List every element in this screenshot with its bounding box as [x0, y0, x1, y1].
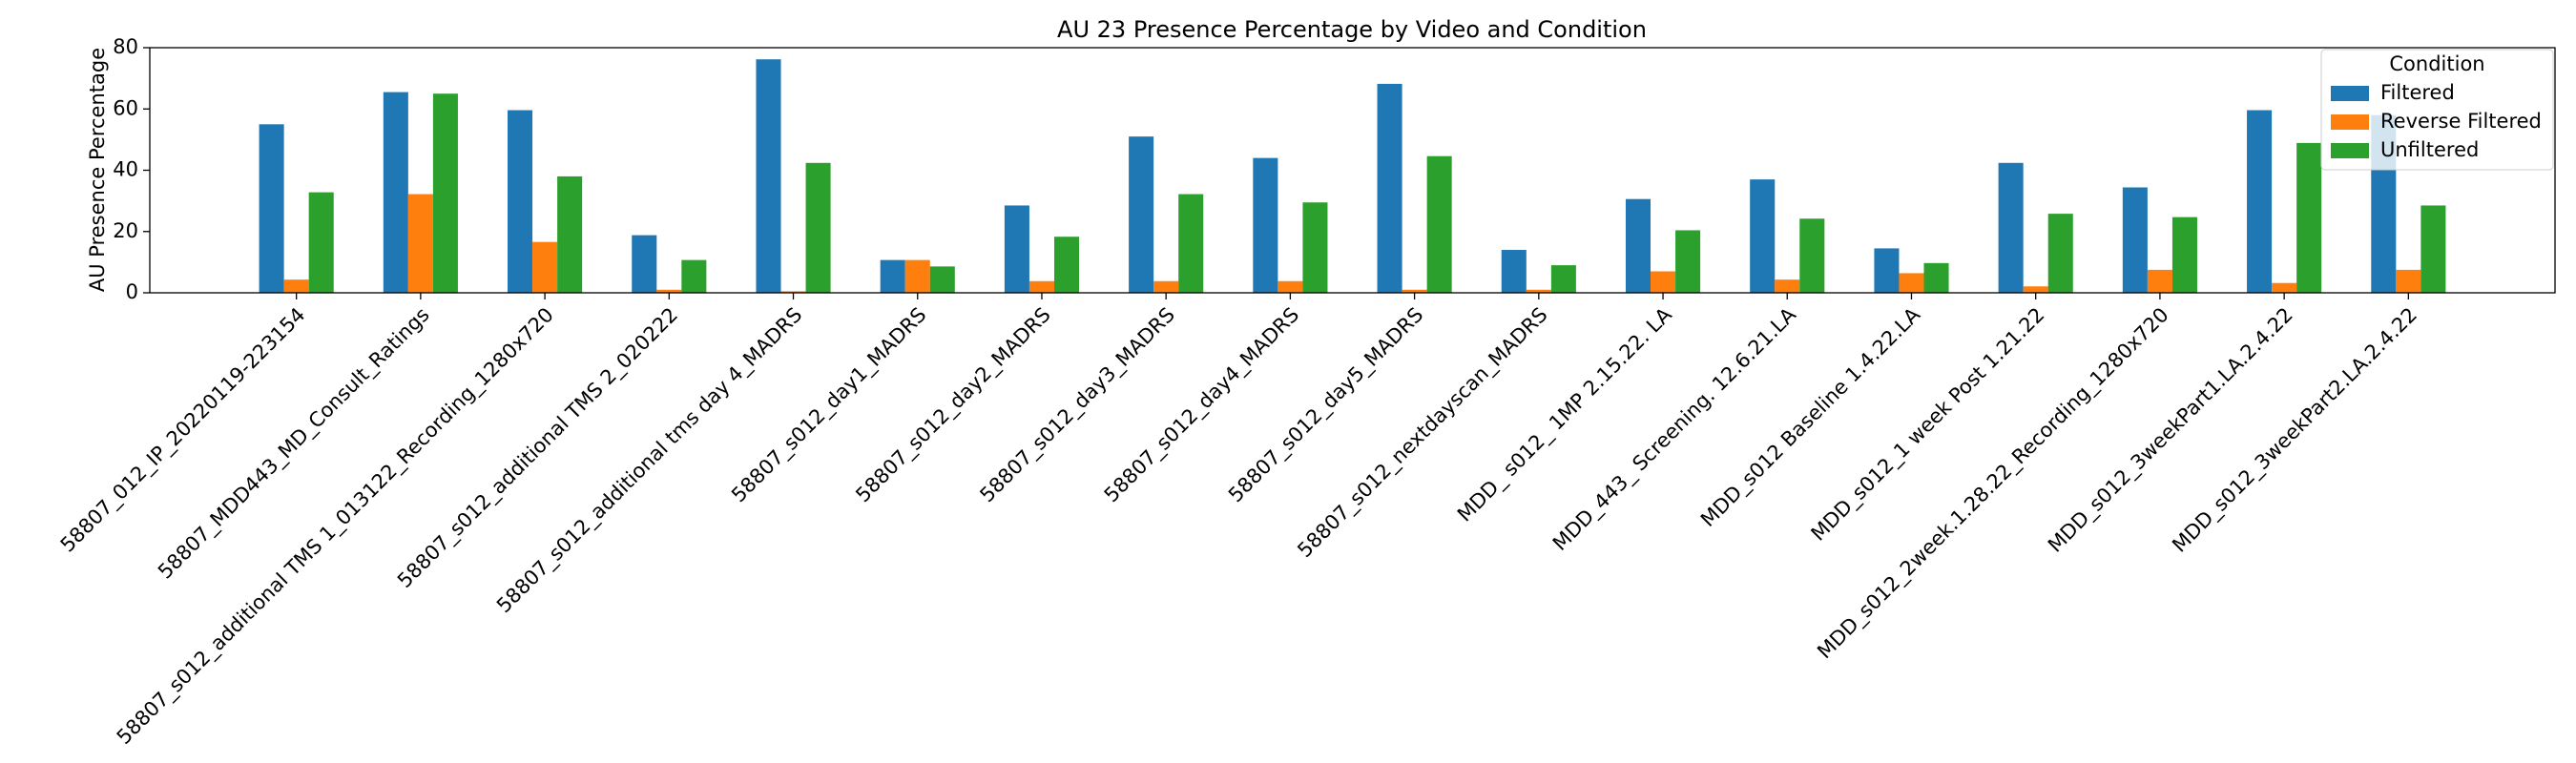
bar: [1550, 265, 1576, 293]
bar: [1302, 202, 1328, 293]
x-tick-label: MDD_ s012_ 1MP 2.15.22. LA: [1453, 302, 1677, 526]
bar: [308, 192, 334, 293]
bar: [1053, 237, 1080, 293]
bar: [1028, 280, 1054, 293]
x-tick-label: 58807_012_IP_20220119-223154: [56, 303, 310, 557]
bar: [1526, 289, 1551, 293]
bar: [2171, 217, 2197, 293]
legend-swatch: [2331, 114, 2369, 130]
bar: [1923, 262, 1949, 293]
legend-swatch: [2331, 86, 2369, 101]
bar: [1651, 271, 1676, 293]
legend-box: [2320, 49, 2554, 171]
bar: [1501, 250, 1527, 293]
bar: [508, 110, 533, 293]
bar: [1253, 157, 1278, 293]
bar: [2122, 187, 2148, 293]
bar: [780, 291, 806, 293]
x-tick-label: MDD_s012 Baseline 1.4.22.LA: [1696, 302, 1925, 531]
bar: [1675, 230, 1701, 293]
bar: [681, 259, 707, 293]
bar: [2296, 142, 2322, 293]
y-axis-label: AU Presence Percentage: [86, 48, 109, 292]
bar: [880, 259, 905, 293]
x-tick-label: 58807_s012_day4_MADRS: [1100, 303, 1304, 507]
x-tick-label: 58807_s012_day2_MADRS: [851, 303, 1055, 507]
bar: [1278, 280, 1303, 293]
bar: [557, 175, 583, 293]
y-tick-label: 40: [113, 158, 138, 181]
bar: [1129, 136, 1154, 293]
x-tick-label: MDD_443_ Screening. 12.6.21.LA: [1548, 302, 1801, 555]
bar: [1426, 155, 1452, 293]
x-tick-label: 58807_s012_nextdayscan_MADRS: [1293, 303, 1552, 563]
bar: [407, 194, 433, 293]
x-tick-label: MDD_s012_3weekPart2.LA.2.4.22: [2168, 303, 2422, 558]
bar: [532, 241, 558, 293]
bar: [1998, 162, 2024, 293]
bar: [259, 124, 284, 293]
x-tick-label: MDD_s012_3weekPart1.LA.2.4.22: [2044, 303, 2298, 558]
bar: [1153, 280, 1179, 293]
legend-label: Reverse Filtered: [2380, 110, 2542, 133]
y-tick-label: 60: [113, 96, 138, 119]
bar: [2247, 110, 2273, 293]
x-tick-label: 58807_s012_additional TMS 2_020222: [393, 303, 683, 593]
bar: [432, 93, 458, 293]
bar: [2147, 269, 2172, 293]
x-tick-label: 58807_s012_additional TMS 1_013122_Recor…: [113, 303, 559, 750]
legend-label: Filtered: [2380, 81, 2455, 104]
bar: [1874, 248, 1900, 293]
y-tick-label: 0: [126, 280, 138, 303]
bar: [1750, 179, 1776, 293]
bar: [2047, 214, 2073, 293]
chart-title: AU 23 Presence Percentage by Video and C…: [1057, 16, 1647, 43]
bar: [656, 289, 682, 293]
bar: [1377, 83, 1402, 293]
bar: [1775, 279, 1800, 293]
x-tick-label: 58807_s012_day3_MADRS: [975, 303, 1179, 507]
bar: [632, 235, 657, 293]
bar: [2272, 282, 2297, 293]
bar: [2023, 286, 2048, 293]
x-tick-label: 58807_s012_day5_MADRS: [1224, 303, 1428, 507]
legend-swatch: [2331, 143, 2369, 158]
legend-title: Condition: [2389, 52, 2484, 75]
x-tick-label: 58807_s012_day1_MADRS: [727, 303, 931, 507]
x-tick-label: 58807_MDD443_MD_Consult_Ratings: [154, 303, 434, 584]
bar: [1402, 289, 1427, 293]
bar: [904, 259, 930, 293]
bar: [2396, 269, 2421, 293]
bar: [1625, 198, 1652, 293]
bar: [383, 92, 408, 293]
plot-frame: [149, 47, 2556, 294]
bar: [756, 59, 781, 293]
legend-label: Unfiltered: [2380, 138, 2479, 161]
bar: [2420, 205, 2446, 293]
y-tick-label: 20: [113, 219, 138, 242]
bar: [1799, 218, 1825, 293]
x-tick-label: MDD_s012_1 week Post 1.21.22: [1807, 303, 2050, 546]
bar: [1899, 273, 1924, 293]
bar: [1004, 205, 1029, 293]
bar: [929, 266, 955, 293]
y-tick-label: 80: [113, 35, 138, 58]
bar: [1178, 194, 1204, 293]
bar: [283, 279, 309, 293]
bar: [805, 162, 831, 293]
